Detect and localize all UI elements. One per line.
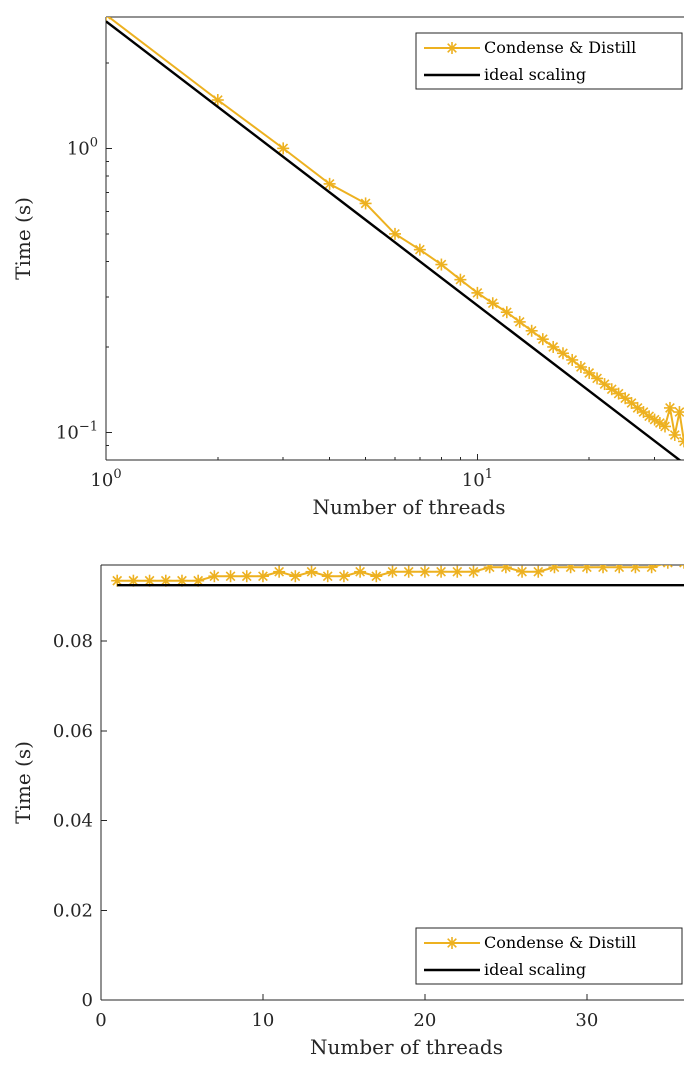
y-tick-label: 0.08	[53, 631, 93, 652]
data-point	[499, 565, 512, 574]
y-axis-label: Time (s)	[11, 741, 35, 824]
data-point	[679, 565, 684, 569]
data-point	[605, 383, 618, 396]
data-point	[566, 353, 579, 366]
data-point	[574, 360, 587, 373]
data-point	[359, 197, 372, 210]
data-point	[613, 565, 626, 574]
legend-marker	[446, 42, 458, 54]
legend-box	[415, 32, 683, 90]
legend-box	[415, 927, 683, 985]
y-tick-label: 0.04	[53, 811, 93, 832]
data-point	[337, 570, 350, 583]
data-point	[598, 378, 611, 391]
legend: Condense & Distill ideal scaling	[415, 32, 683, 90]
data-point	[625, 396, 638, 409]
data-point	[402, 565, 415, 578]
legend: Condense & Distill ideal scaling	[415, 927, 683, 985]
data-point	[323, 177, 336, 190]
data-point	[305, 565, 318, 578]
data-point	[451, 565, 464, 578]
x-tick-label: 101	[462, 467, 493, 491]
chart-2: 0 10 20 30 0 0.02 0.04 0.06 0.08 Number of thread…	[11, 564, 684, 1059]
data-point	[467, 565, 480, 578]
data-point	[483, 565, 496, 574]
y-tick-label: 0	[82, 990, 93, 1011]
data-point	[354, 565, 367, 578]
data-point	[389, 227, 401, 240]
data-point	[486, 297, 499, 310]
ideal-scaling-line	[106, 20, 682, 460]
data-point	[564, 565, 577, 574]
data-point	[273, 565, 286, 578]
data-point	[612, 387, 625, 400]
data-point	[370, 570, 383, 583]
data-point	[619, 392, 632, 405]
legend-entry: Condense & Distill	[484, 933, 636, 952]
x-tick-label: 20	[413, 1010, 436, 1031]
legend-marker	[446, 937, 458, 949]
data-point	[637, 406, 650, 419]
x-tick-label: 30	[575, 1010, 598, 1031]
data-point	[418, 565, 431, 578]
data-point	[668, 428, 681, 441]
data-point	[211, 93, 224, 106]
data-point	[583, 366, 596, 379]
x-tick-label: 10	[251, 1010, 274, 1031]
data-point	[631, 401, 644, 414]
chart-1: 100 101 10−1 100 Number of threads Time (s) Co…	[11, 16, 684, 519]
data-point	[516, 565, 529, 578]
data-point	[525, 324, 538, 337]
data-point	[580, 565, 593, 574]
y-tick-label: 10−1	[56, 419, 98, 443]
data-point	[662, 565, 673, 569]
data-point	[256, 570, 269, 583]
y-tick-label: 0.06	[53, 721, 93, 742]
x-tick-label: 100	[90, 467, 121, 491]
y-axis-label: Time (s)	[11, 197, 35, 280]
plot-area	[106, 17, 684, 460]
data-point	[435, 565, 448, 578]
y-tick-label: 100	[67, 135, 98, 159]
x-tick-label: 0	[95, 1010, 106, 1031]
data-point	[471, 286, 484, 299]
x-axis-label: Number of threads	[310, 1035, 503, 1059]
data-point	[106, 17, 111, 21]
legend-entry: ideal scaling	[484, 65, 586, 84]
data-point	[224, 570, 237, 583]
y-tick-label: 0.02	[53, 900, 93, 921]
data-point	[659, 420, 672, 433]
data-point	[532, 565, 545, 578]
data-point	[536, 333, 549, 346]
legend-entry: Condense & Distill	[484, 38, 636, 57]
data-point	[435, 258, 448, 271]
data-point	[500, 306, 513, 319]
data-point	[678, 435, 684, 448]
data-point	[548, 565, 561, 574]
data-point	[386, 565, 399, 578]
data-point	[454, 273, 467, 286]
data-point	[645, 565, 658, 574]
data-point	[547, 340, 560, 353]
data-point	[413, 243, 426, 256]
x-axis-label: Number of threads	[312, 495, 505, 519]
data-point	[240, 570, 253, 583]
data-point	[277, 142, 290, 155]
data-point	[175, 574, 188, 587]
data-point	[143, 574, 156, 587]
data-point	[663, 401, 676, 414]
data-point	[556, 347, 569, 360]
data-point	[597, 565, 610, 574]
data-point	[289, 570, 302, 583]
data-point	[673, 406, 684, 419]
data-point	[591, 372, 604, 385]
data-point	[208, 570, 221, 583]
data-point	[321, 570, 334, 583]
plot-area	[111, 565, 684, 587]
legend-entry: ideal scaling	[484, 960, 586, 979]
data-point	[513, 315, 526, 328]
data-point	[629, 565, 642, 574]
